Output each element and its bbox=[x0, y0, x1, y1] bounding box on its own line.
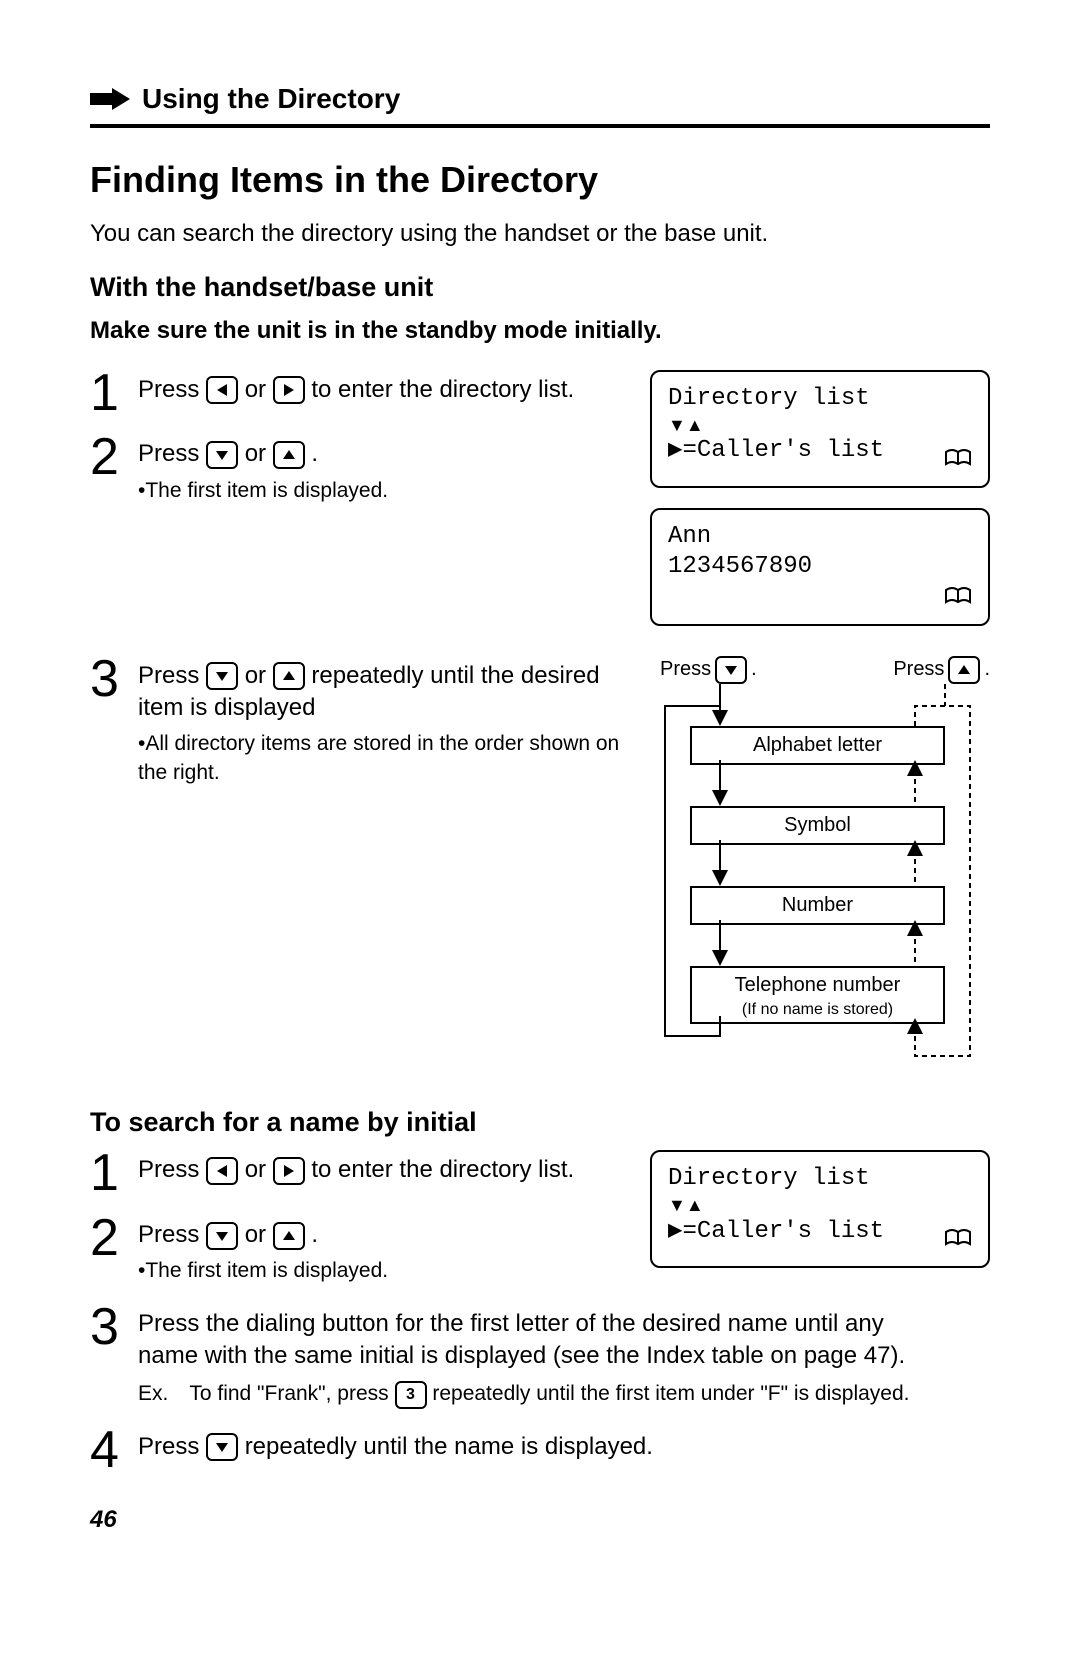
section-title: Using the Directory bbox=[142, 80, 400, 118]
flow-box-telephone: Telephone number bbox=[692, 972, 943, 999]
step-a1-text-mid: or bbox=[245, 376, 273, 403]
arrow-marker-icon bbox=[90, 88, 130, 110]
lcd1-line1: Directory list bbox=[668, 384, 972, 414]
right-key-icon bbox=[273, 376, 305, 404]
press-down-label: Press bbox=[660, 656, 711, 683]
step-b3-ex-post: repeatedly until the first item under "F… bbox=[432, 1382, 909, 1405]
lcd2-line1: Ann bbox=[668, 522, 972, 552]
step-a1-text-pre: Press bbox=[138, 376, 206, 403]
step-number: 1 bbox=[90, 370, 124, 417]
down-key-icon bbox=[206, 441, 238, 469]
step-a2-text-pre: Press bbox=[138, 440, 206, 467]
step-b1: 1 Press or to enter the directory list. bbox=[90, 1150, 620, 1197]
order-diagram: Press . Press . Alphabet letter Symbol N… bbox=[650, 656, 990, 1076]
step-b1-post: to enter the directory list. bbox=[311, 1156, 574, 1183]
step-a3-bullet: •All directory items are stored in the o… bbox=[138, 730, 620, 787]
step-a1-text-post: to enter the directory list. bbox=[311, 376, 574, 403]
step-b3: 3 Press the dialing button for the first… bbox=[90, 1304, 990, 1409]
lcd-screen-3: Directory list ▼▲ ▶=Caller's list bbox=[650, 1150, 990, 1268]
step-b4: 4 Press repeatedly until the name is dis… bbox=[90, 1427, 990, 1474]
step-a3-text-mid: or bbox=[245, 662, 273, 689]
sub-title-handset: With the handset/base unit bbox=[90, 269, 990, 305]
step-a3: 3 Press or repeatedly until the desired … bbox=[90, 656, 620, 787]
up-key-icon bbox=[273, 1222, 305, 1250]
book-icon bbox=[944, 1228, 972, 1258]
sub-title-search: To search for a name by initial bbox=[90, 1104, 990, 1140]
lcd1-line3: ▶=Caller's list bbox=[668, 436, 972, 466]
up-key-icon bbox=[273, 662, 305, 690]
down-key-icon bbox=[206, 1222, 238, 1250]
left-key-icon bbox=[206, 1157, 238, 1185]
step-a2-bullet: •The first item is displayed. bbox=[138, 477, 620, 505]
step-number: 2 bbox=[90, 434, 124, 505]
lcd-screen-1: Directory list ▼▲ ▶=Caller's list bbox=[650, 370, 990, 488]
step-b2-pre: Press bbox=[138, 1221, 206, 1248]
flow-box-number: Number bbox=[690, 886, 945, 925]
flow-box-alphabet: Alphabet letter bbox=[690, 726, 945, 765]
step-a2: 2 Press or . •The first item is displaye… bbox=[90, 434, 620, 505]
step-b4-post: repeatedly until the name is displayed. bbox=[245, 1433, 653, 1460]
up-key-icon bbox=[273, 441, 305, 469]
press-up-label: Press bbox=[893, 656, 944, 683]
down-key-icon bbox=[715, 656, 747, 684]
page-title: Finding Items in the Directory bbox=[90, 156, 990, 205]
step-b2: 2 Press or . •The first item is displaye… bbox=[90, 1215, 620, 1286]
digit-3-label: 3 bbox=[406, 1387, 415, 1403]
step-b1-mid: or bbox=[245, 1156, 273, 1183]
intro-text: You can search the directory using the h… bbox=[90, 218, 990, 250]
step-b1-pre: Press bbox=[138, 1156, 206, 1183]
lcd3-line1: Directory list bbox=[668, 1164, 972, 1194]
left-key-icon bbox=[206, 376, 238, 404]
step-b2-post: . bbox=[311, 1221, 318, 1248]
step-number: 2 bbox=[90, 1215, 124, 1286]
step-b3-text: Press the dialing button for the first l… bbox=[138, 1310, 905, 1369]
step-number: 1 bbox=[90, 1150, 124, 1197]
step-number: 3 bbox=[90, 656, 124, 787]
book-icon bbox=[944, 586, 972, 616]
step-b2-bullet: •The first item is displayed. bbox=[138, 1257, 620, 1285]
step-number: 4 bbox=[90, 1427, 124, 1474]
flow-box-telephone-sub: (If no name is stored) bbox=[692, 999, 943, 1021]
step-a2-text-post: . bbox=[311, 440, 318, 467]
step-a1: 1 Press or to enter the directory list. bbox=[90, 370, 620, 417]
lcd3-line3: ▶=Caller's list bbox=[668, 1217, 972, 1247]
down-key-icon bbox=[206, 662, 238, 690]
lcd3-arrows: ▼▲ bbox=[668, 1194, 972, 1217]
lcd2-line2: 1234567890 bbox=[668, 552, 972, 582]
standby-note: Make sure the unit is in the standby mod… bbox=[90, 315, 990, 347]
step-b3-ex-pre: Ex. To find "Frank", press bbox=[138, 1382, 395, 1405]
digit-3-key-icon: 3 bbox=[395, 1381, 427, 1409]
step-a3-text-pre: Press bbox=[138, 662, 206, 689]
down-key-icon bbox=[206, 1433, 238, 1461]
page-number: 46 bbox=[90, 1504, 990, 1536]
lcd-screen-2: Ann 1234567890 bbox=[650, 508, 990, 626]
divider bbox=[90, 124, 990, 128]
step-a2-text-mid: or bbox=[245, 440, 273, 467]
lcd1-arrows: ▼▲ bbox=[668, 414, 972, 437]
right-key-icon bbox=[273, 1157, 305, 1185]
step-b4-pre: Press bbox=[138, 1433, 206, 1460]
flow-box-symbol: Symbol bbox=[690, 806, 945, 845]
up-key-icon bbox=[948, 656, 980, 684]
section-header: Using the Directory bbox=[90, 80, 990, 118]
step-b2-mid: or bbox=[245, 1221, 273, 1248]
book-icon bbox=[944, 448, 972, 478]
step-number: 3 bbox=[90, 1304, 124, 1409]
